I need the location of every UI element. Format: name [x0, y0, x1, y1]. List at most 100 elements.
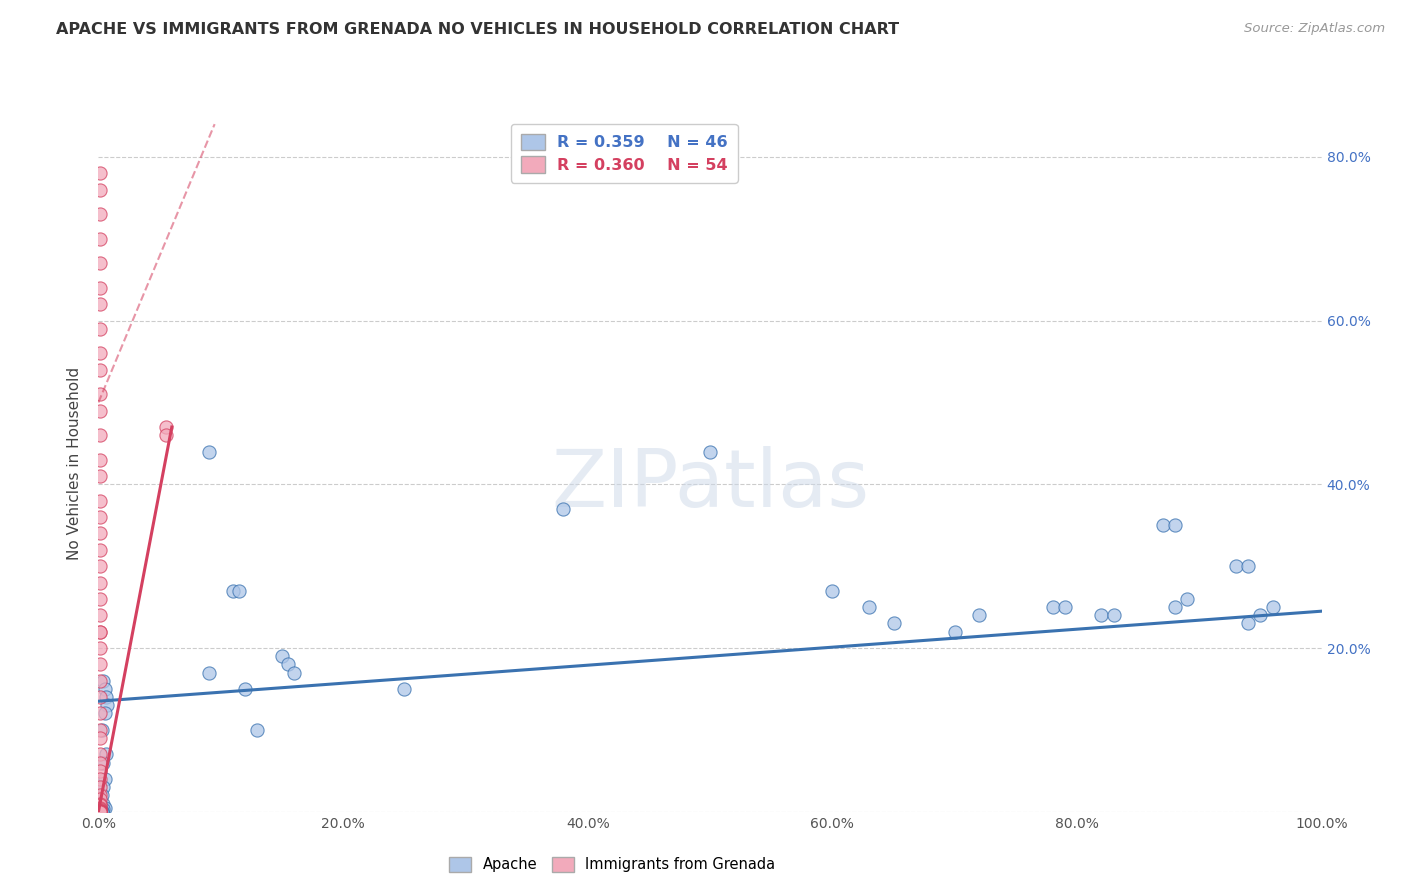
Point — [89, 346, 111, 360]
Point — [89, 802, 111, 816]
Point — [699, 444, 721, 458]
Point — [89, 803, 111, 817]
Point — [89, 805, 111, 819]
Point — [89, 591, 111, 606]
Point — [91, 723, 114, 737]
Point — [89, 232, 111, 246]
Point — [89, 797, 111, 811]
Point — [89, 493, 111, 508]
Point — [1152, 518, 1174, 533]
Legend: Apache, Immigrants from Grenada: Apache, Immigrants from Grenada — [440, 848, 785, 881]
Point — [1261, 600, 1284, 615]
Point — [89, 207, 111, 221]
Point — [228, 583, 250, 598]
Point — [967, 608, 990, 623]
Point — [96, 698, 118, 713]
Point — [1225, 559, 1247, 574]
Text: APACHE VS IMMIGRANTS FROM GRENADA NO VEHICLES IN HOUSEHOLD CORRELATION CHART: APACHE VS IMMIGRANTS FROM GRENADA NO VEH… — [56, 22, 900, 37]
Point — [89, 805, 111, 819]
Point — [91, 804, 114, 818]
Point — [89, 624, 111, 639]
Point — [89, 510, 111, 524]
Point — [89, 657, 111, 672]
Point — [89, 428, 111, 442]
Point — [89, 792, 111, 806]
Point — [277, 657, 299, 672]
Point — [89, 800, 111, 814]
Point — [89, 256, 111, 270]
Point — [197, 444, 219, 458]
Y-axis label: No Vehicles in Household: No Vehicles in Household — [67, 368, 83, 560]
Point — [1102, 608, 1125, 623]
Point — [1175, 591, 1198, 606]
Point — [89, 281, 111, 295]
Point — [89, 780, 111, 794]
Point — [89, 723, 111, 737]
Point — [91, 802, 114, 816]
Point — [89, 805, 111, 819]
Point — [93, 772, 115, 786]
Point — [91, 673, 114, 688]
Point — [89, 526, 111, 541]
Point — [89, 798, 111, 813]
Point — [89, 362, 111, 376]
Point — [89, 804, 111, 818]
Point — [89, 387, 111, 401]
Point — [1237, 616, 1260, 631]
Point — [89, 452, 111, 467]
Point — [89, 297, 111, 311]
Point — [89, 747, 111, 762]
Point — [155, 420, 177, 434]
Point — [91, 805, 114, 819]
Point — [93, 706, 115, 721]
Point — [392, 681, 416, 696]
Point — [93, 800, 115, 814]
Point — [246, 723, 269, 737]
Point — [91, 756, 114, 770]
Point — [91, 780, 114, 794]
Point — [821, 583, 844, 598]
Point — [553, 501, 575, 516]
Point — [1042, 600, 1064, 615]
Point — [1053, 600, 1076, 615]
Point — [1164, 600, 1187, 615]
Point — [89, 673, 111, 688]
Point — [89, 772, 111, 786]
Point — [89, 789, 111, 803]
Point — [858, 600, 880, 615]
Point — [89, 575, 111, 590]
Point — [89, 542, 111, 557]
Point — [94, 690, 117, 705]
Point — [89, 322, 111, 336]
Text: Source: ZipAtlas.com: Source: ZipAtlas.com — [1244, 22, 1385, 36]
Point — [197, 665, 219, 680]
Point — [89, 559, 111, 574]
Point — [89, 731, 111, 745]
Point — [94, 747, 117, 762]
Point — [89, 624, 111, 639]
Text: ZIPatlas: ZIPatlas — [551, 446, 869, 524]
Point — [89, 804, 111, 818]
Point — [91, 797, 114, 811]
Point — [89, 403, 111, 417]
Point — [89, 183, 111, 197]
Point — [233, 681, 256, 696]
Point — [1164, 518, 1187, 533]
Point — [1090, 608, 1112, 623]
Point — [1249, 608, 1271, 623]
Point — [155, 428, 177, 442]
Point — [89, 706, 111, 721]
Point — [943, 624, 966, 639]
Point — [89, 756, 111, 770]
Point — [89, 166, 111, 180]
Point — [89, 640, 111, 655]
Point — [283, 665, 305, 680]
Point — [89, 608, 111, 623]
Point — [91, 789, 114, 803]
Point — [89, 804, 111, 818]
Point — [883, 616, 905, 631]
Point — [89, 805, 111, 819]
Point — [222, 583, 245, 598]
Point — [89, 805, 111, 819]
Point — [89, 469, 111, 483]
